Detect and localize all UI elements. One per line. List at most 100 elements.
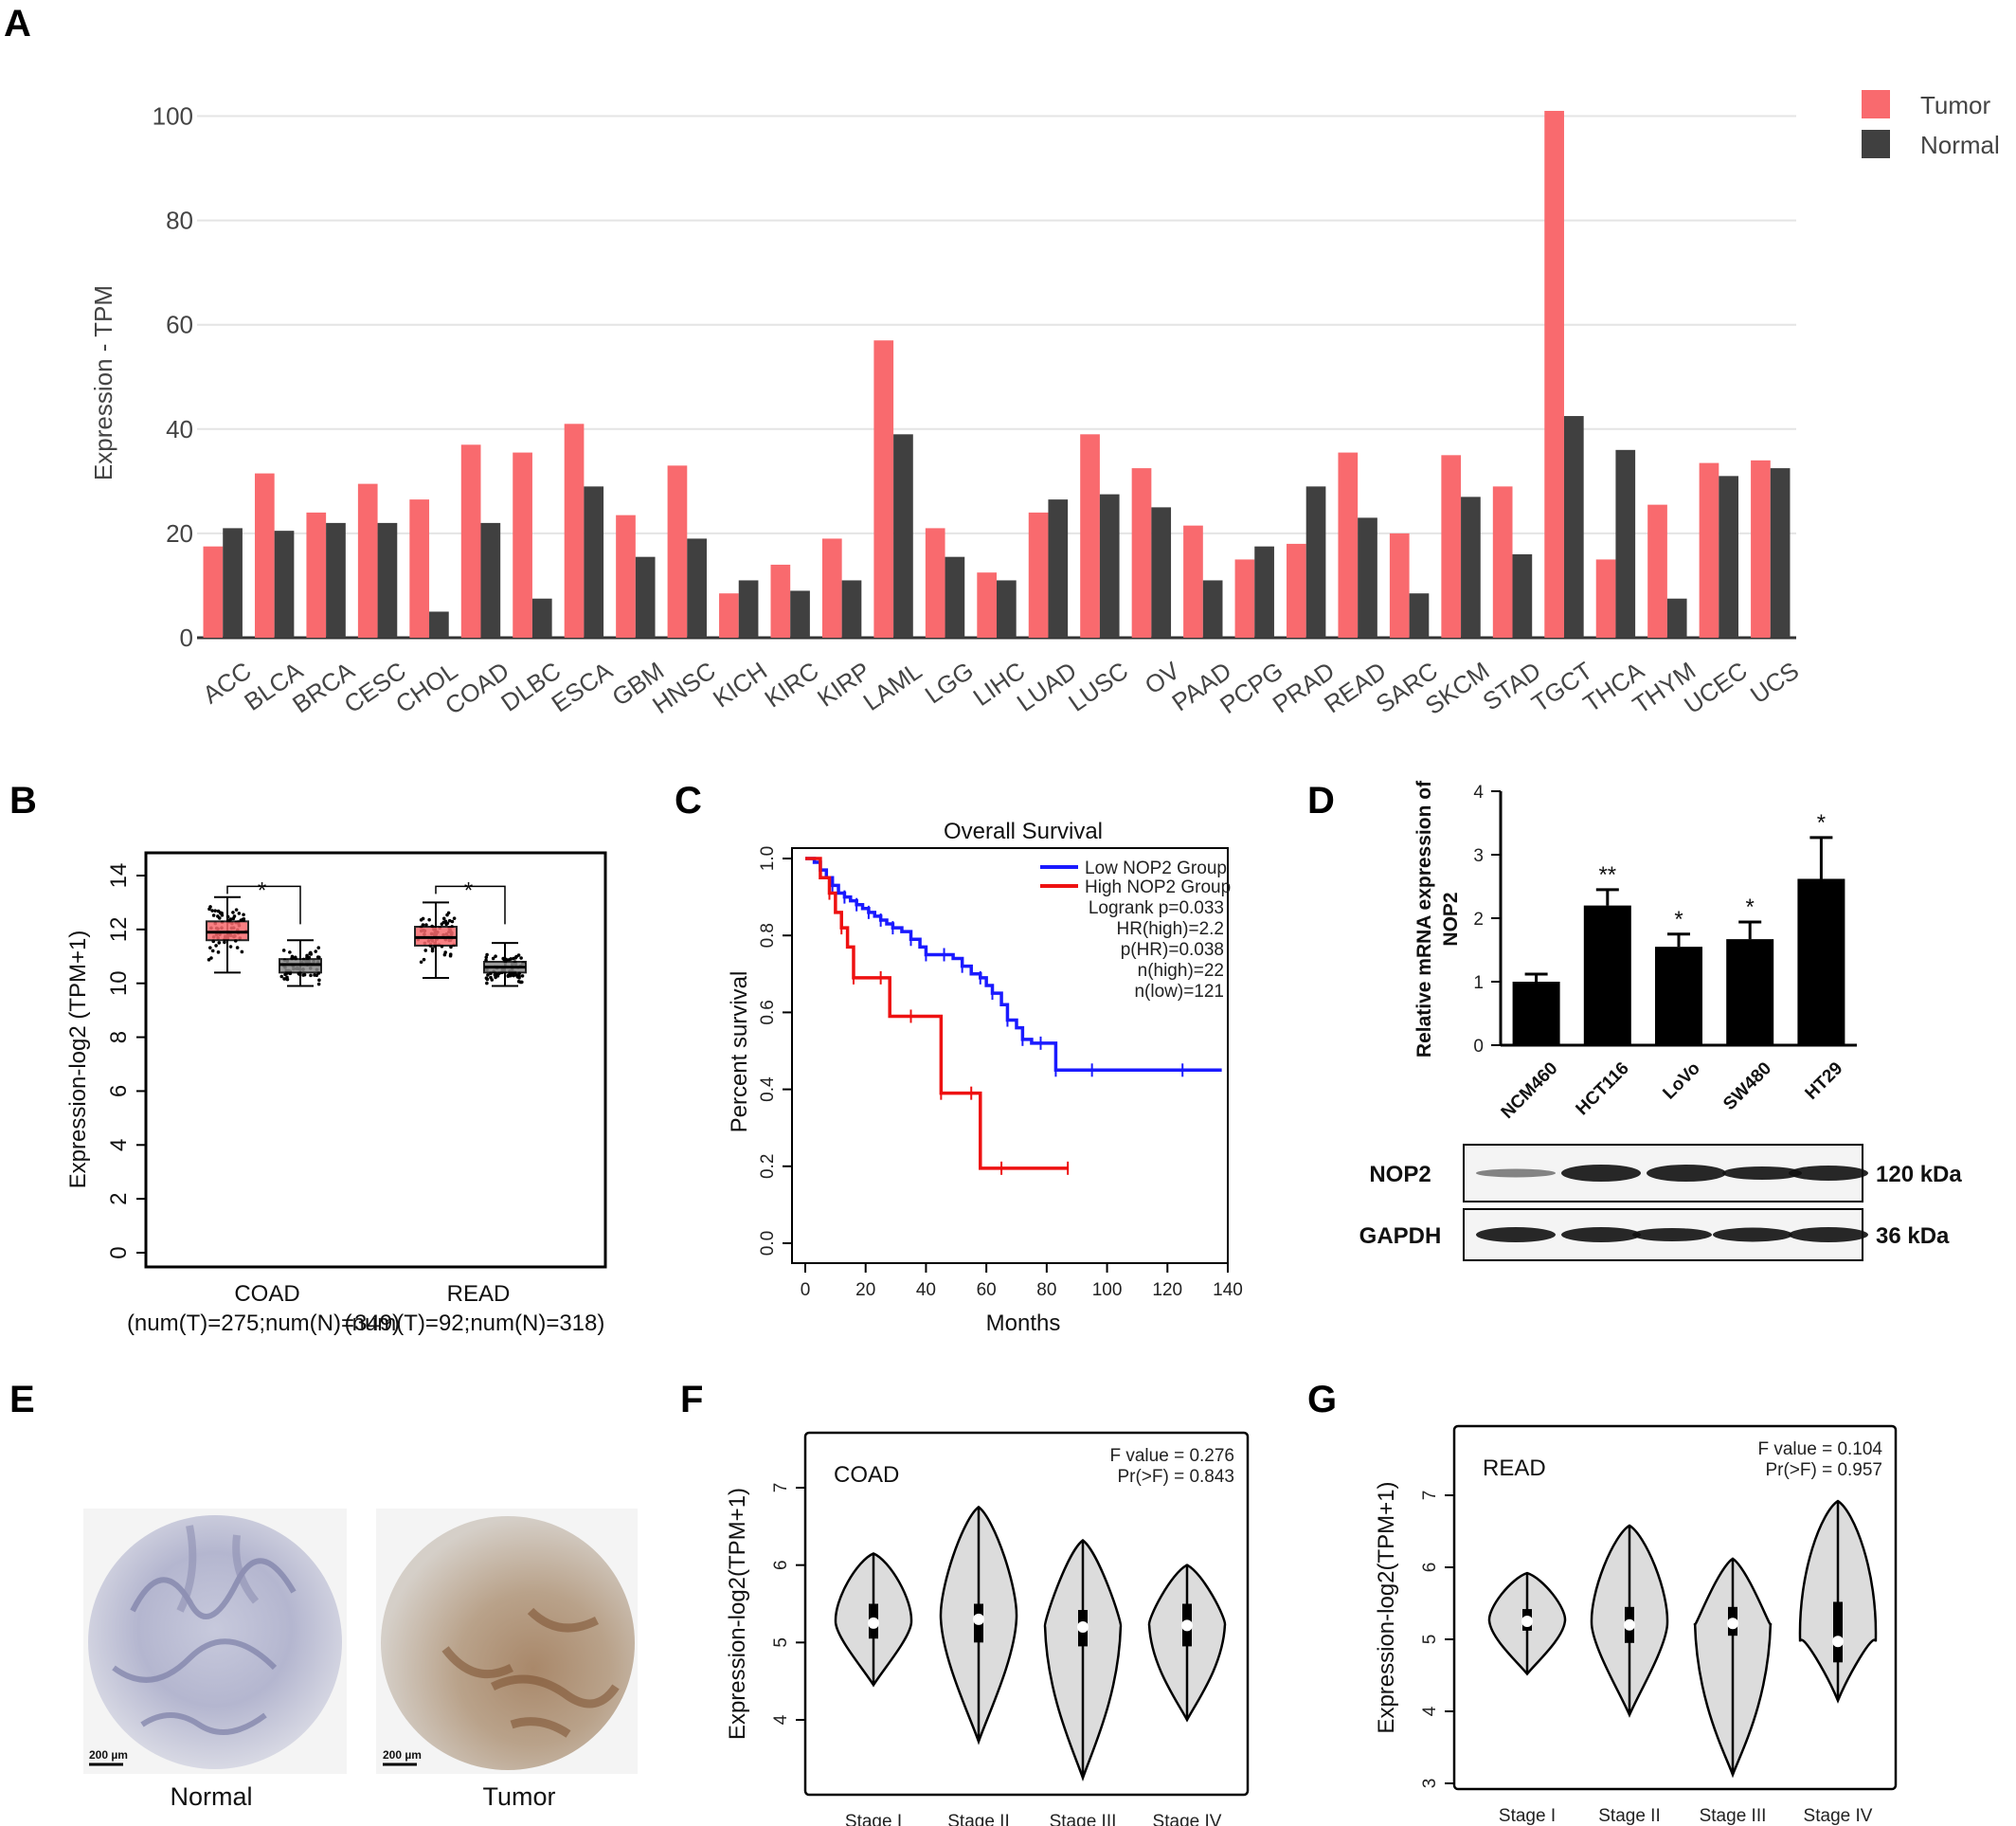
bar-normal-stad	[1512, 553, 1533, 638]
x-tick-label: HCT116	[1573, 1058, 1633, 1119]
blot-size-label: 36 kDa	[1876, 1223, 1950, 1249]
stat-line: HR(high)=2.2	[1116, 919, 1224, 939]
group-count-read: (num(T)=92;num(N)=318)	[345, 1311, 605, 1336]
x-tick-label: 80	[1036, 1280, 1056, 1300]
bar-normal-esca	[584, 486, 604, 638]
y-axis-label-line2: NOP2	[1440, 892, 1462, 946]
jitter-point	[520, 980, 524, 985]
bar-tumor-gbm	[616, 515, 636, 638]
y-tick-label: 7	[771, 1483, 791, 1493]
jitter-point	[279, 974, 284, 979]
y-tick-label: 5	[771, 1637, 791, 1648]
x-tick-label: 140	[1213, 1280, 1243, 1300]
x-tick-label: Stage I	[845, 1812, 902, 1826]
y-tick-label: 0.6	[758, 1000, 778, 1024]
x-tick-label: NCM460	[1498, 1058, 1562, 1123]
y-tick-label: 4	[1420, 1706, 1440, 1716]
bar-tumor-hnsc	[667, 465, 688, 638]
bar-tumor-sarc	[1389, 533, 1410, 638]
bar-normal-acc	[223, 528, 243, 638]
jitter-point	[235, 946, 240, 949]
bar-tumor-read	[1338, 452, 1359, 638]
jitter-point	[315, 955, 320, 959]
jitter-point	[519, 956, 523, 960]
bar-normal-kirp	[841, 580, 862, 638]
bar-normal-thca	[1615, 449, 1636, 638]
bar-normal-laml	[893, 434, 913, 638]
normal-tissue-glands	[112, 1558, 297, 1735]
bar-ht29	[1797, 878, 1845, 1045]
x-tick-label: UCS	[1745, 656, 1804, 709]
bar-normal-pcpg	[1254, 546, 1274, 638]
jitter-point	[493, 972, 497, 977]
jitter-point	[223, 940, 226, 945]
jitter-point	[450, 919, 455, 924]
blot-band	[1722, 1166, 1802, 1180]
bar-tumor-lusc	[1080, 434, 1100, 638]
jitter-point	[208, 905, 212, 909]
y-tick-label: 2	[1473, 910, 1484, 930]
x-tick-label: 60	[977, 1280, 997, 1300]
x-tick-label: Stage IV	[1153, 1812, 1222, 1826]
jitter-point	[231, 916, 236, 921]
jitter-point	[444, 922, 448, 927]
bar-normal-thym	[1666, 598, 1687, 638]
bar-normal-paad	[1202, 580, 1223, 638]
violin-plot-g: 3 4 5 6 7 Expression-log2(TPM+1) READ F value =…	[1374, 1424, 1898, 1826]
jitter-point	[216, 950, 221, 954]
jitter-point	[452, 916, 457, 920]
violin-median-dot	[868, 1617, 879, 1629]
violin-median-dot	[1181, 1619, 1193, 1632]
jitter-point	[484, 955, 489, 960]
bar-tumor-thym	[1647, 504, 1667, 638]
jitter-point	[424, 923, 428, 927]
y-tick-label: 3	[1473, 846, 1484, 866]
jitter-point	[228, 945, 233, 949]
y-tick-label: 80	[166, 207, 193, 235]
y-tick-label: 60	[166, 311, 193, 339]
plot-frame	[803, 1431, 1250, 1797]
significance-star: **	[1598, 862, 1616, 888]
bar-tumor-blca	[254, 473, 275, 638]
significance-bracket	[435, 885, 506, 925]
bar-sw480	[1726, 939, 1774, 1045]
y-tick-label: 4	[771, 1714, 791, 1725]
y-tick-label: 2	[106, 1192, 132, 1204]
bar-tumor-prad	[1287, 543, 1306, 638]
blot-row-label: GAPDH	[1359, 1223, 1442, 1249]
bar-normal-ucs	[1770, 468, 1791, 638]
legend-swatch-tumor	[1862, 90, 1890, 118]
jitter-point	[237, 912, 242, 915]
x-tick-label: KICH	[708, 656, 772, 713]
bar-tumor-ov	[1131, 468, 1152, 638]
y-tick-label: 6	[106, 1085, 132, 1097]
bar-tumor-ucs	[1751, 460, 1771, 638]
jitter-point	[514, 973, 519, 977]
bar-tumor-skcm	[1441, 455, 1462, 638]
jitter-point	[309, 973, 313, 978]
bar-tumor-chol	[409, 499, 430, 638]
jitter-point	[448, 953, 453, 958]
violin-median-dot	[973, 1613, 984, 1625]
tumor-tissue-core	[381, 1516, 635, 1770]
panel-label-d: D	[1307, 780, 1335, 822]
y-tick-label: 5	[1420, 1635, 1440, 1645]
bar-normal-kich	[738, 580, 759, 638]
y-axis-label: Percent survival	[727, 971, 752, 1133]
jitter-point	[217, 941, 222, 945]
legend-label-tumor: Tumor	[1920, 91, 1990, 119]
stat-line: p(HR)=0.038	[1121, 940, 1224, 960]
jitter-point	[314, 949, 318, 953]
jitter-point	[309, 950, 313, 955]
bar-normal-cesc	[377, 522, 398, 638]
ihc-label-normal: Normal	[170, 1782, 252, 1811]
bar-normal-ov	[1151, 507, 1172, 638]
jitter-point	[443, 950, 447, 954]
bar-tumor-laml	[873, 340, 894, 638]
panel-label-f: F	[680, 1379, 703, 1420]
bar-tumor-cesc	[357, 483, 378, 638]
blot-band	[1632, 1228, 1712, 1241]
y-tick-label: 8	[106, 1031, 132, 1043]
